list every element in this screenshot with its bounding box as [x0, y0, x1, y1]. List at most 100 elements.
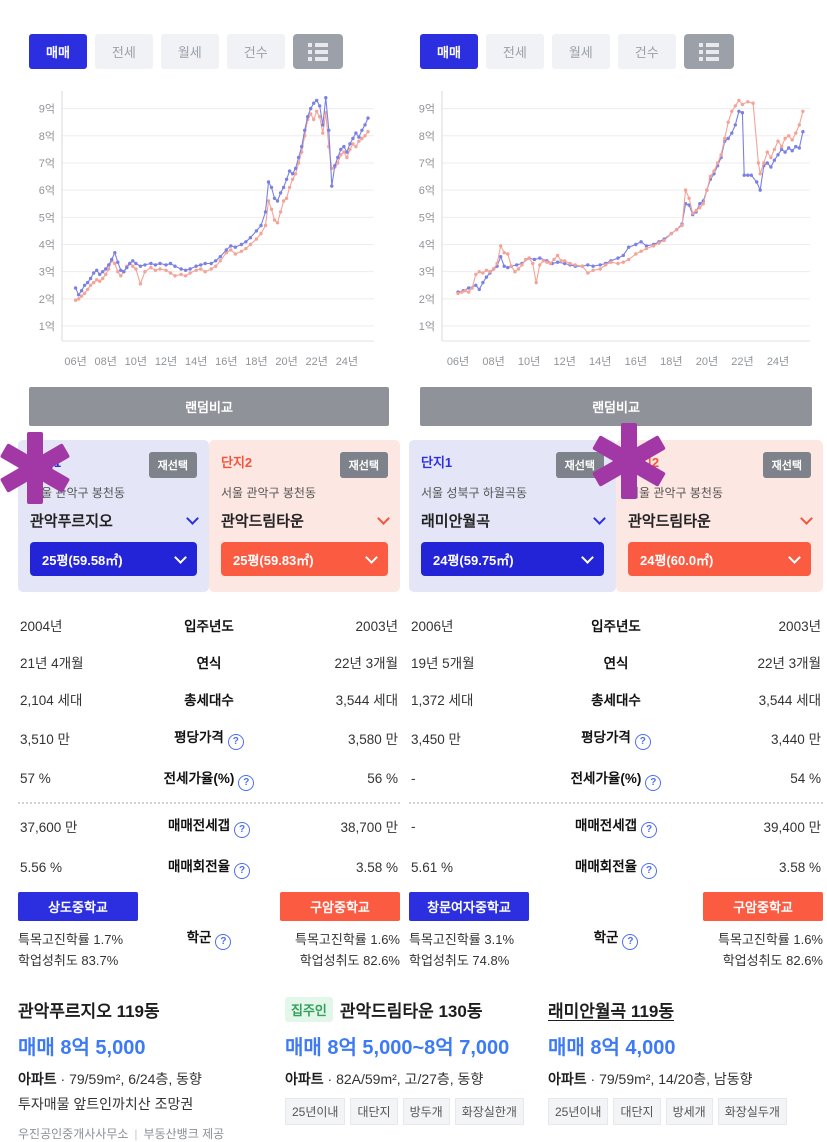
complex-name-select[interactable]: 래미안월곡 [421, 510, 606, 531]
help-icon[interactable]: ? [238, 774, 255, 791]
listing-detail: 아파트 · 82A/59m², 고/27층, 동향 [285, 1069, 533, 1089]
row-label-text: 연식 [196, 655, 222, 671]
tab-monthly[interactable]: 월세 [551, 34, 610, 69]
listing-type: 아파트 [18, 1071, 57, 1088]
complex-name-select[interactable]: 관악푸르지오 [30, 510, 199, 531]
left-value: 2004년 [20, 618, 63, 634]
help-icon[interactable]: ? [634, 733, 651, 750]
tab-sale[interactable]: 매매 [29, 34, 87, 69]
complex-name-select[interactable]: 관악드림타운 [221, 510, 390, 531]
comparison-table: 2006년 입주년도 2003년 19년 5개월 연식 22년 3개월 1,372 세대 총세… [409, 606, 823, 971]
listing-provider: 부동산뱅크 제공 [143, 1127, 225, 1142]
svg-text:3억: 3억 [419, 266, 435, 279]
size-select[interactable]: 24평(60.0㎡) [628, 542, 811, 576]
svg-text:06년: 06년 [447, 355, 469, 368]
help-icon[interactable]: ? [215, 933, 232, 950]
size-select[interactable]: 25평(59.83㎡) [221, 542, 388, 576]
tab-count[interactable]: 건수 [617, 34, 676, 69]
random-compare-button[interactable]: 랜덤비교 [420, 387, 812, 426]
list-view-button[interactable] [292, 34, 343, 69]
complex-card-1: 단지1 재선택 서울 관악구 봉천동 관악푸르지오 25평(59.58㎡) [18, 440, 209, 592]
listing-detail: 아파트 · 79/59m², 6/24층, 동향 [18, 1069, 270, 1089]
row-label: 입주년도 [136, 615, 281, 635]
right-value: 56 % [367, 771, 398, 786]
help-icon[interactable]: ? [234, 822, 251, 838]
comparison-table: 2004년 입주년도 2003년 21년 4개월 연식 22년 3개월 2,104 세대 총세… [18, 606, 400, 971]
list-view-button[interactable] [683, 34, 734, 69]
help-icon[interactable]: ? [227, 733, 244, 750]
svg-text:9억: 9억 [39, 103, 55, 116]
svg-text:5억: 5억 [419, 211, 435, 224]
school-label: 학군? [138, 892, 280, 972]
reselect-button[interactable]: 재선택 [339, 452, 388, 478]
size-value: 25평(59.83㎡) [233, 552, 314, 568]
row-label-text: 전세가율(%) [163, 770, 235, 786]
table-row: - 매매전세갭? 39,400 만 [409, 802, 823, 847]
chevron-down-icon [800, 512, 813, 525]
price-history-chart: 1억 2억 3억 4억 5억 6억 7억 8억 9억 06년 08년 10년 12년 14년 16년 18년 2… [18, 87, 400, 375]
help-icon[interactable]: ? [645, 774, 662, 791]
row-label-text: 전세가율(%) [570, 770, 642, 786]
reselect-button[interactable]: 재선택 [148, 452, 197, 478]
listing-title[interactable]: 관악드림타운 130동 [339, 1002, 483, 1022]
svg-text:1억: 1억 [39, 320, 55, 333]
tab-count[interactable]: 건수 [226, 34, 285, 69]
random-compare-button[interactable]: 랜덤비교 [29, 387, 389, 426]
tab-monthly[interactable]: 월세 [160, 34, 219, 69]
listing-tag: 대단지 [350, 1098, 398, 1126]
table-row: 2006년 입주년도 2003년 [409, 606, 823, 643]
school-badge: 구암중학교 [280, 891, 400, 921]
row-label-text: 매매전세갭 [167, 818, 231, 833]
help-icon[interactable]: ? [641, 863, 658, 879]
svg-text:10년: 10년 [125, 355, 147, 368]
list-icon [307, 42, 328, 61]
listing-card[interactable]: 집주인 관악드림타운 130동 매매 8억 5,000~8억 7,000 아파트 · … [285, 997, 533, 1142]
listing-card[interactable]: 관악푸르지오 119동 매매 8억 5,000 아파트 · 79/59m², 6/2… [18, 997, 270, 1142]
tab-sale[interactable]: 매매 [420, 34, 478, 69]
school-stat: 학업성취도 82.6% [722, 952, 823, 968]
complex-name-select[interactable]: 관악드림타운 [628, 510, 813, 531]
svg-text:20년: 20년 [696, 355, 718, 368]
size-value: 24평(59.75㎡) [433, 552, 514, 568]
chart-type-tabs: 매매 전세 월세 건수 [420, 34, 823, 69]
tab-jeonse[interactable]: 전세 [94, 34, 153, 69]
table-row: 37,600 만 매매전세갭? 38,700 만 [18, 802, 400, 847]
table-row: 57 % 전세가율(%)? 56 % [18, 758, 400, 799]
row-label: 입주년도 [537, 615, 695, 635]
listing-detail: 아파트 · 79/59m², 14/20층, 남동향 [548, 1069, 812, 1089]
left-value: 3,450 만 [411, 731, 461, 747]
right-value: 3,544 세대 [758, 692, 821, 708]
listing-tag: 화장실두개 [717, 1098, 787, 1126]
help-icon[interactable]: ? [641, 822, 658, 838]
left-value: - [411, 818, 416, 834]
school-stat: 특목고진학률 3.1% [409, 931, 515, 947]
right-value: 3,544 세대 [335, 692, 398, 708]
right-value: 3,440 만 [771, 731, 821, 747]
divider: | [134, 1127, 138, 1142]
row-label-text: 평당가격 [581, 729, 631, 745]
size-select[interactable]: 25평(59.58㎡) [30, 542, 197, 576]
row-label: 연식 [136, 652, 281, 672]
reselect-button[interactable]: 재선택 [555, 452, 604, 478]
svg-text:06년: 06년 [64, 355, 86, 368]
agent-office: 우진공인중개사사무소 [18, 1127, 129, 1142]
size-select[interactable]: 24평(59.75㎡) [421, 542, 604, 576]
table-row: 21년 4개월 연식 22년 3개월 [18, 643, 400, 680]
help-icon[interactable]: ? [234, 863, 251, 879]
listing-title[interactable]: 관악푸르지오 119동 [18, 1002, 160, 1022]
svg-text:16년: 16년 [215, 355, 237, 368]
svg-text:6억: 6억 [419, 184, 435, 197]
school-label-text: 학군 [186, 929, 212, 945]
help-icon[interactable]: ? [622, 933, 639, 950]
tab-jeonse[interactable]: 전세 [485, 34, 544, 69]
svg-text:10년: 10년 [518, 355, 540, 368]
panels-row: 매매 전세 월세 건수 1억 2억 3억 4억 5억 6억 7억 8억 9억 06년 08년 10년 12년 14… [18, 34, 823, 971]
right-value: 38,700 만 [340, 820, 398, 835]
listing-price: 매매 8억 4,000 [548, 1037, 676, 1060]
right-value: 3,580 만 [348, 731, 398, 747]
school-left: 창문여자중학교 특목고진학률 3.1% 학업성취도 74.8% [409, 891, 536, 972]
svg-text:12년: 12년 [553, 355, 575, 368]
reselect-button[interactable]: 재선택 [762, 452, 811, 478]
listing-title[interactable]: 래미안월곡 119동 [548, 1002, 674, 1022]
